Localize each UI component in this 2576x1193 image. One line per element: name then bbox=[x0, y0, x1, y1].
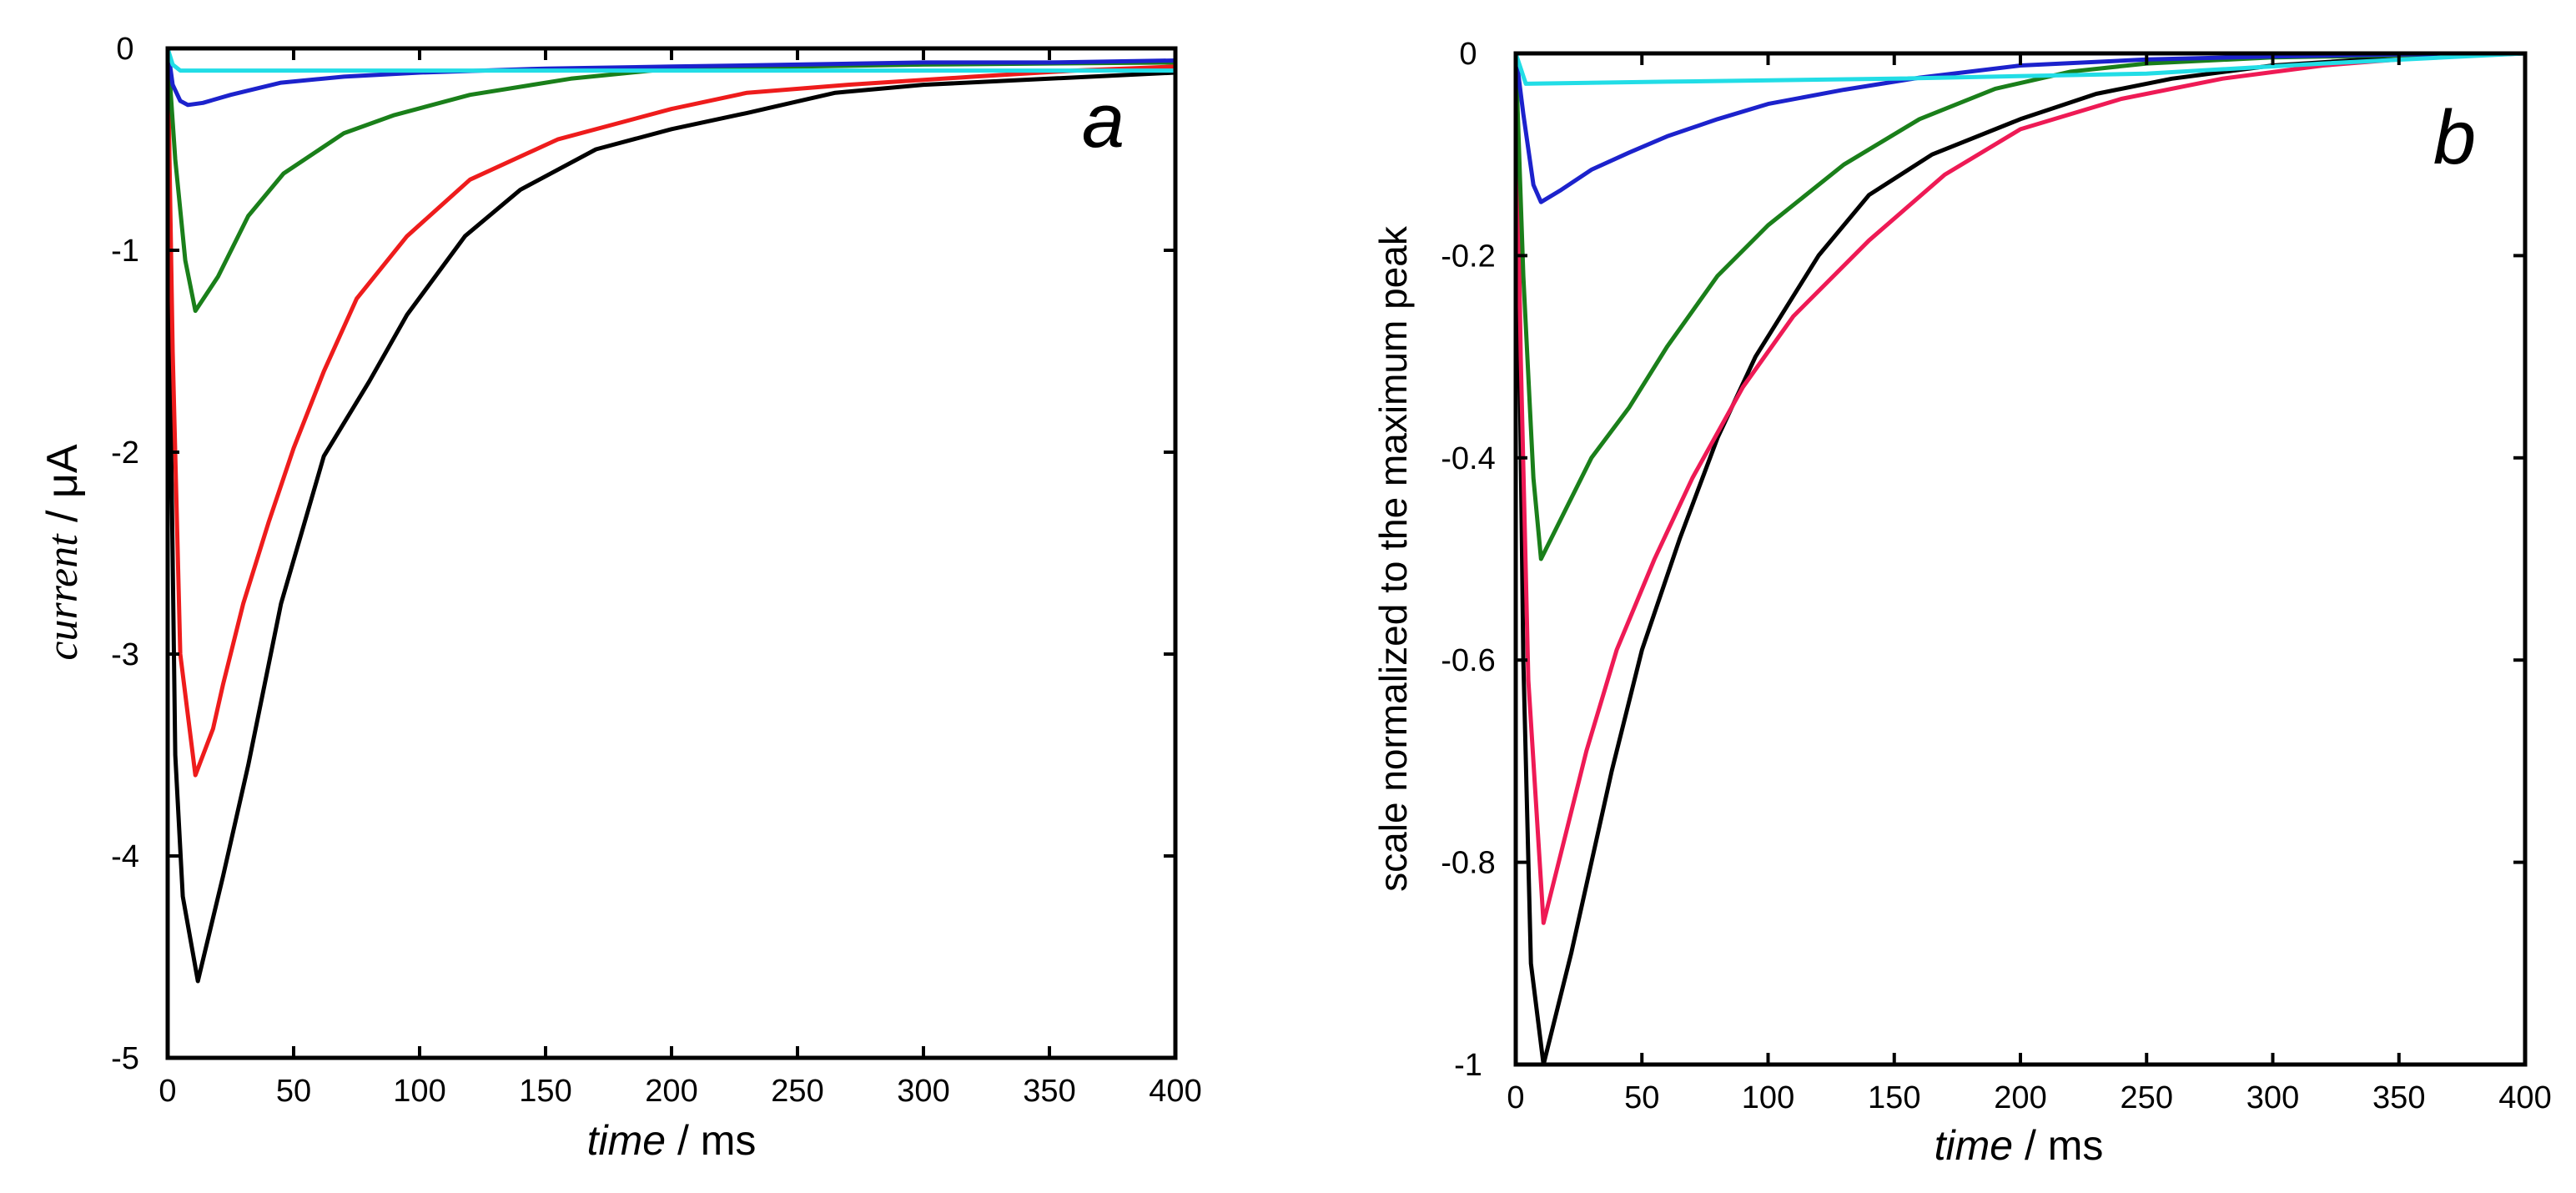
panel-a-x-tick-label: 100 bbox=[393, 1074, 445, 1109]
panel-b-ticks: 0 50 100 150 200 250 300 350 400 0 -0.2 -0.4 -0.6 -0.… bbox=[1441, 37, 2551, 1115]
panel-a-y-axis-label: current / μA bbox=[38, 444, 87, 660]
panel-a-x-axis-label-unit: / ms bbox=[666, 1117, 756, 1164]
panel-b-x-axis-label-main: time bbox=[1935, 1122, 2013, 1169]
panel-b-x-tick-label: 0 bbox=[1507, 1080, 1524, 1115]
panel-b-x-tick-label: 150 bbox=[1868, 1080, 1920, 1115]
panel-b-y-tick-label: -0.6 bbox=[1441, 643, 1495, 678]
panel-a-x-tick-label: 0 bbox=[158, 1074, 176, 1109]
panel-a-series-blue-line bbox=[165, 48, 1176, 108]
chart-panel-a: 0 50 100 150 200 250 300 350 400 0 -1 -2 -3 -4 -5 a ti… bbox=[38, 32, 1202, 1164]
panel-b-x-tick-label: 350 bbox=[2372, 1080, 2425, 1115]
panel-a-y-tick-label: -3 bbox=[111, 637, 139, 672]
panel-b-series-blue-line bbox=[1513, 51, 2526, 204]
panel-b-series-red-line bbox=[1513, 51, 2526, 925]
panel-b-y-tick-label: 0 bbox=[1459, 37, 1477, 72]
panel-b-plot-frame bbox=[1513, 51, 2528, 1067]
panel-a-y-axis-label-unit: / μA bbox=[38, 444, 87, 534]
panel-b-x-tick-label: 400 bbox=[2498, 1080, 2551, 1115]
panel-b-y-tick-label: -0.8 bbox=[1441, 846, 1495, 881]
panel-b-x-tick-label: 100 bbox=[1742, 1080, 1794, 1115]
panel-a-x-axis-label: time / ms bbox=[587, 1117, 757, 1164]
panel-a-series-black-line bbox=[165, 48, 1176, 984]
panel-a-y-tick-label: -5 bbox=[111, 1041, 139, 1076]
panel-a-y-axis-label-main: current bbox=[39, 533, 87, 661]
panel-a-series-group bbox=[165, 48, 1176, 984]
panel-b-y-tick-label: -0.2 bbox=[1441, 239, 1495, 274]
panel-a-x-tick-label: 150 bbox=[519, 1074, 571, 1109]
panel-b-x-axis-label: time / ms bbox=[1935, 1122, 2104, 1169]
panel-b-x-tick-label: 250 bbox=[2121, 1080, 2173, 1115]
panel-a-series-cyan-line bbox=[165, 48, 1175, 73]
panel-b-x-tick-label: 50 bbox=[1624, 1080, 1659, 1115]
panel-a-plot-frame bbox=[165, 46, 1178, 1060]
panel-b-series-cyan-line bbox=[1513, 51, 2526, 86]
panel-b-series-black-line bbox=[1513, 51, 2526, 1067]
panel-a-x-tick-label: 250 bbox=[771, 1074, 823, 1109]
panel-b-y-axis-label: scale normalized to the maximum peak bbox=[1371, 225, 1415, 892]
panel-a-x-tick-label: 350 bbox=[1023, 1074, 1075, 1109]
panel-b-y-tick-label: -0.4 bbox=[1441, 441, 1495, 476]
panel-b-series-group bbox=[1513, 51, 2526, 1067]
chart-panel-b: 0 50 100 150 200 250 300 350 400 0 -0.2 -0.4 -0.6 -0.… bbox=[1371, 37, 2552, 1169]
panel-b-x-tick-label: 200 bbox=[1994, 1080, 2046, 1115]
panel-b-x-axis-label-unit: / ms bbox=[2013, 1122, 2103, 1169]
panel-a-y-tick-label: -4 bbox=[111, 839, 139, 874]
panel-a-y-tick-label: 0 bbox=[116, 32, 133, 67]
panel-a-x-tick-label: 200 bbox=[645, 1074, 697, 1109]
panel-b-letter: b bbox=[2433, 95, 2476, 180]
panel-a-y-tick-label: -1 bbox=[111, 234, 139, 269]
panel-a-x-axis-label-main: time bbox=[587, 1117, 666, 1164]
panel-a-x-tick-label: 400 bbox=[1149, 1074, 1201, 1109]
panel-b-y-tick-label: -1 bbox=[1454, 1048, 1482, 1083]
panel-a-x-tick-label: 300 bbox=[897, 1074, 949, 1109]
panel-a-series-red-line bbox=[165, 48, 1176, 778]
panel-b-series-green-line bbox=[1513, 51, 2526, 561]
panel-a-x-tick-label: 50 bbox=[276, 1074, 311, 1109]
panel-a-letter: a bbox=[1082, 78, 1124, 164]
panel-b-x-tick-label: 300 bbox=[2246, 1080, 2299, 1115]
panel-a-ticks: 0 50 100 150 200 250 300 350 400 0 -1 -2 -3 -4 -5 bbox=[111, 32, 1202, 1109]
panel-a-series-green-line bbox=[165, 48, 1176, 314]
panel-a-y-tick-label: -2 bbox=[111, 435, 139, 471]
